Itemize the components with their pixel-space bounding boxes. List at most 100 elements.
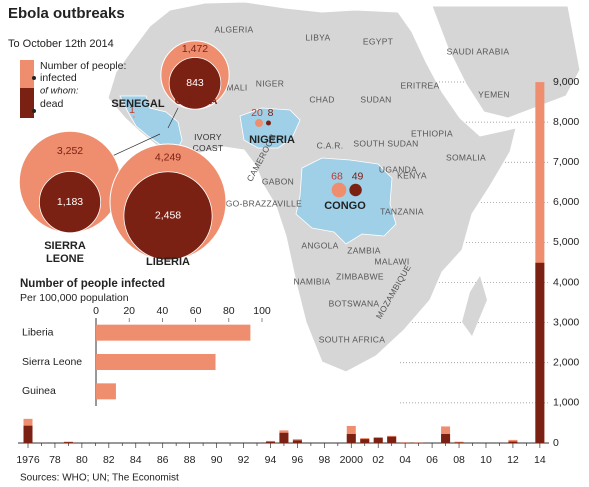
bar (96, 324, 251, 341)
bar-subtitle: Per 100,000 population (20, 292, 129, 304)
country-name: LIBERIA (146, 256, 190, 268)
subtitle: To October 12th 2014 (8, 38, 114, 50)
source: Sources: WHO; UN; The Economist (20, 473, 179, 484)
x-tick-label: 96 (292, 454, 304, 466)
y-tick-label: 5,000 (553, 236, 579, 248)
legend-swatch-infected (20, 60, 34, 88)
nigeria (239, 107, 301, 149)
title: Ebola outbreaks (8, 5, 125, 22)
bubble-label-dead: 49 (352, 170, 364, 182)
map-label: MALI (226, 82, 247, 92)
bar-infected (535, 82, 545, 443)
country-name: CONGO (324, 200, 366, 212)
y-tick-label: Sierra Leone (22, 356, 82, 368)
bar-dead (454, 442, 464, 443)
x-tick-label: 100 (253, 305, 271, 317)
connector (107, 133, 161, 159)
x-tick-label: 84 (130, 454, 142, 466)
y-tick-label: 1,000 (553, 397, 579, 409)
bar-dead (346, 434, 356, 443)
x-tick-label: 14 (534, 454, 546, 466)
bubble-dead (38, 171, 102, 234)
map-label: NAMIBIA (293, 276, 330, 286)
y-tick-label: 7,000 (553, 156, 579, 168)
y-tick-label: 2,000 (553, 357, 579, 369)
x-tick-label: 10 (480, 454, 492, 466)
x-tick-label: 08 (453, 454, 465, 466)
country-name: SIERRA LEONE (44, 240, 86, 265)
x-tick-label: 0 (93, 305, 99, 317)
bar-dead (441, 434, 451, 443)
x-tick-label: 82 (103, 454, 115, 466)
bar (96, 354, 216, 370)
map-label: SOUTH SUDAN (353, 138, 418, 148)
bar-dead (279, 432, 289, 443)
map-label: GABON (262, 176, 294, 186)
bar-dead (508, 441, 518, 443)
map-label: MALAWI (374, 256, 409, 266)
map-label: C.A.R. (317, 140, 344, 150)
x-tick-label: 1976 (16, 454, 40, 466)
map-label: CHAD (309, 94, 334, 104)
map-label: YEMEN (478, 89, 510, 99)
map-label: NIGER (256, 78, 284, 88)
bubble-label-infected: 68 (331, 170, 343, 182)
map-label: ETHIOPIA (411, 128, 453, 138)
x-tick-label: 40 (157, 305, 169, 317)
bubble-label-infected: 20 (251, 107, 263, 119)
bubble-label-infected: 4,249 (155, 152, 181, 164)
map-label: ERITREA (401, 80, 440, 90)
bar-title: Number of people infected (20, 278, 165, 290)
map-label: SOMALIA (446, 152, 486, 162)
bubble-label-infected: 3,252 (57, 145, 83, 157)
bar-dead (535, 262, 545, 443)
bar-dead (63, 442, 73, 443)
map-label: EGYPT (363, 36, 393, 46)
x-tick-label: 04 (399, 454, 411, 466)
x-tick-label: 78 (49, 454, 61, 466)
country-name: SENEGAL (111, 98, 164, 110)
x-tick-label: 20 (123, 305, 135, 317)
bar-dead (387, 436, 397, 443)
x-tick-label: 80 (76, 454, 88, 466)
madagascar (462, 276, 487, 336)
map-label: ALGERIA (215, 24, 254, 34)
x-tick-label: 2000 (340, 454, 364, 466)
bubble-infected (255, 119, 263, 127)
bubble-dead (265, 120, 272, 126)
y-tick-label: 3,000 (553, 316, 579, 328)
x-tick-label: 92 (238, 454, 250, 466)
bar-dead (360, 439, 370, 443)
map-label: BOTSWANA (329, 298, 380, 308)
y-tick-label: Guinea (22, 385, 56, 397)
y-tick-label: 4,000 (553, 276, 579, 288)
map-label: ANGOLA (301, 240, 338, 250)
bubble-label-dead: 843 (186, 77, 204, 89)
legend-swatch-dead (20, 88, 34, 118)
x-tick-label: 86 (157, 454, 169, 466)
x-tick-label: 06 (426, 454, 438, 466)
map-label: TANZANIA (380, 206, 424, 216)
bubble-infected (331, 182, 347, 198)
map-label: ZIMBABWE (336, 271, 384, 281)
x-tick-label: 88 (184, 454, 196, 466)
bubble-label-dead: 2,458 (155, 210, 181, 222)
bubble-dead (123, 171, 213, 261)
map-label: SUDAN (360, 94, 391, 104)
connector (167, 107, 179, 129)
y-tick-label: 6,000 (553, 196, 579, 208)
map-label: IVORY COAST (193, 132, 224, 153)
bar-dead (23, 425, 33, 443)
x-tick-label: 80 (223, 305, 235, 317)
bar-dead (373, 437, 383, 443)
bubble-infected (133, 116, 135, 118)
bubble-dead (168, 57, 222, 110)
legend-dead: dead (40, 98, 64, 110)
bubble-label-infected: 1 (129, 104, 135, 116)
map-label: KENYA (397, 170, 427, 180)
map-label: SOUTH AFRICA (319, 334, 385, 344)
bar (96, 383, 116, 400)
bubble-label-dead: 8 (268, 107, 274, 119)
bar-infected (454, 441, 464, 443)
